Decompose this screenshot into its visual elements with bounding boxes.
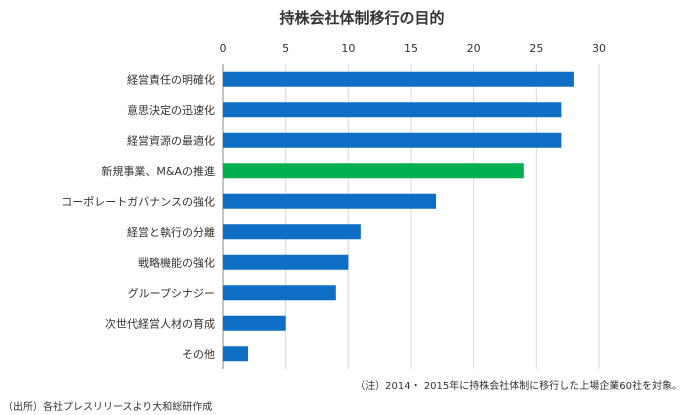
x-tick-label: 5 — [282, 42, 289, 55]
x-tick-label: 25 — [529, 42, 543, 55]
x-tick-label: 0 — [220, 42, 227, 55]
x-tick-label: 30 — [592, 42, 606, 55]
category-label: 意思決定の迅速化 — [127, 103, 215, 117]
category-label: 戦略機能の強化 — [138, 255, 215, 269]
bar — [223, 254, 349, 270]
chart-note: （注）2014・ 2015年に持株会社体制に移行した上場企業60社を対象。 — [355, 379, 682, 392]
bar — [223, 224, 361, 240]
category-label: コーポレートガバナンスの強化 — [61, 194, 215, 208]
category-label: 経営資源の最適化 — [127, 133, 215, 147]
bar — [223, 315, 286, 331]
x-tick-label: 10 — [341, 42, 355, 55]
category-label: 次世代経営人材の育成 — [105, 316, 215, 330]
chart-title: 持株会社体制移行の目的 — [279, 9, 444, 27]
x-axis-ticks: 0 5 10 15 20 25 30 — [220, 42, 607, 55]
x-tick-label: 15 — [404, 42, 418, 55]
category-label: 経営と執行の分離 — [127, 225, 215, 239]
chart-source: （出所）各社プレスリリースより大和総研作成 — [3, 400, 212, 413]
category-label: 新規事業、M&Aの推進 — [101, 164, 215, 178]
x-tick-label: 20 — [467, 42, 481, 55]
bar — [223, 346, 249, 362]
category-label: 経営責任の明確化 — [127, 72, 215, 86]
bar — [223, 163, 524, 179]
category-label: その他 — [182, 348, 215, 361]
bar — [223, 132, 562, 148]
category-label: グループシナジー — [128, 286, 215, 300]
category-labels: 経営責任の明確化意思決定の迅速化経営資源の最適化新規事業、M&Aの推進コーポレー… — [61, 72, 215, 361]
bars — [223, 71, 574, 362]
bar — [223, 71, 574, 87]
bar — [223, 102, 562, 118]
bar — [223, 285, 336, 301]
bar — [223, 193, 437, 209]
